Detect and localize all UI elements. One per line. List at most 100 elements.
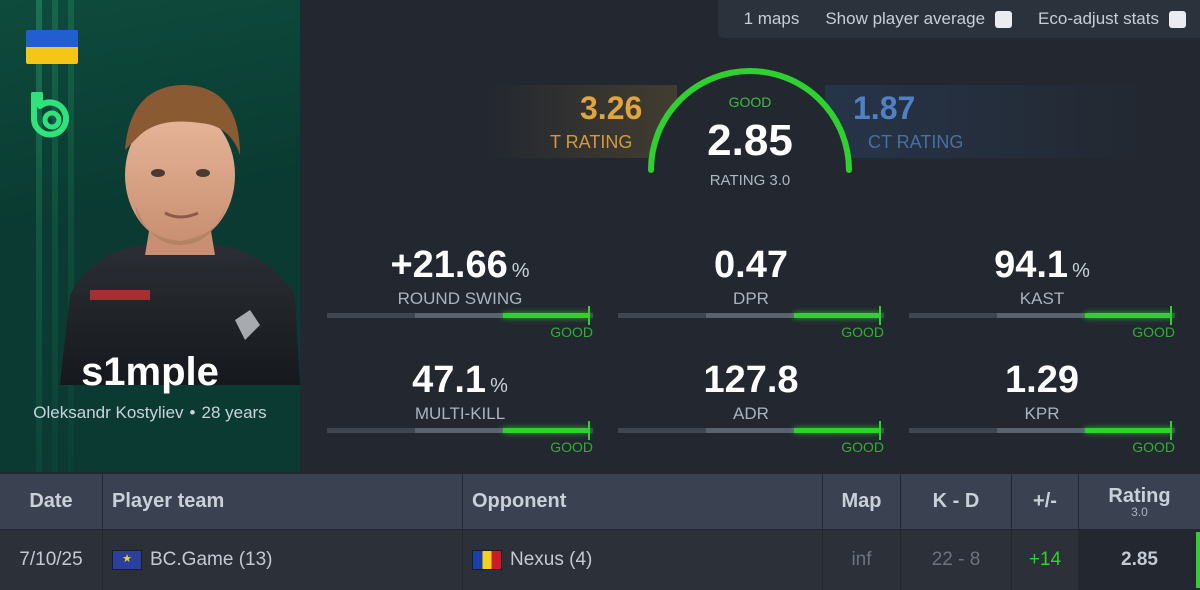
- europe-flag-icon: [112, 550, 142, 570]
- stat-value: 47.1%: [412, 359, 508, 401]
- ct-rating-label: CT RATING: [868, 132, 964, 152]
- header-player-team[interactable]: Player team: [103, 474, 463, 529]
- stat-label: KAST: [1019, 289, 1065, 308]
- t-rating-panel: [487, 85, 677, 158]
- table-header: Date Player team Opponent Map K - D +/- …: [0, 474, 1200, 529]
- rating-quality: GOOD: [728, 94, 772, 110]
- stat-bar-marker: [879, 421, 881, 440]
- stat-quality: GOOD: [1132, 439, 1175, 455]
- stat-bar: [618, 313, 884, 318]
- row-rating: 2.85: [1079, 530, 1200, 590]
- stat-unit: %: [1072, 260, 1090, 282]
- stat-bar-segment: [415, 428, 503, 433]
- stat-quality: GOOD: [841, 439, 884, 455]
- maps-count: 1 maps: [743, 9, 800, 28]
- row-date[interactable]: 7/10/25: [0, 530, 103, 590]
- row-opponent[interactable]: Nexus (4): [463, 530, 823, 590]
- rating-gauge: [648, 68, 852, 173]
- row-player-team[interactable]: BC.Game (13): [103, 530, 463, 590]
- stat-unit: %: [511, 260, 530, 282]
- stat-label: MULTI-KILL: [414, 404, 506, 423]
- rating-label: RATING 3.0: [709, 172, 791, 189]
- show-player-average-checkbox[interactable]: [995, 10, 1013, 28]
- stat-quality: GOOD: [550, 439, 593, 455]
- matches-table: Date Player team Opponent Map K - D +/- …: [0, 474, 1200, 590]
- stat-bar-segment: [415, 313, 503, 318]
- ukraine-flag-icon: [26, 30, 78, 64]
- player-nickname[interactable]: s1mple: [81, 350, 219, 394]
- stat-bar: [327, 313, 593, 318]
- stat-bar-fill: [503, 428, 590, 433]
- stat-bar-fill: [1085, 428, 1172, 433]
- row-map: inf: [823, 530, 901, 590]
- row-plus-minus: +14: [1012, 530, 1079, 590]
- header-map[interactable]: Map: [823, 474, 901, 529]
- stat-dpr: 0.47 DPR GOOD: [618, 244, 884, 344]
- stat-label: ADR: [733, 404, 769, 423]
- stat-value: 0.47: [714, 244, 788, 286]
- stat-bar-segment: [706, 428, 794, 433]
- stat-bar-marker: [588, 421, 590, 440]
- stat-bar: [618, 428, 884, 433]
- player-full-name: Oleksandr Kostyliev: [33, 403, 184, 422]
- stat-bar: [909, 428, 1175, 433]
- stat-bar-segment: [997, 428, 1085, 433]
- player-details: Oleksandr Kostyliev • 28 years: [0, 403, 300, 423]
- row-team-name: BC.Game (13): [150, 549, 273, 570]
- header-rating-version: 3.0: [1131, 504, 1148, 519]
- stat-bar-fill: [794, 313, 881, 318]
- stat-label: DPR: [733, 289, 769, 308]
- stat-value: +21.66%: [390, 244, 530, 286]
- stat-bar-segment: [997, 313, 1085, 318]
- stat-label: ROUND SWING: [397, 289, 523, 308]
- player-photo: [60, 85, 300, 385]
- stat-bar-fill: [503, 313, 590, 318]
- separator-dot: •: [189, 403, 196, 422]
- stat-value: 127.8: [703, 359, 799, 401]
- stat-value: 1.29: [1005, 359, 1079, 401]
- table-row[interactable]: 7/10/25 BC.Game (13) Nexus (4) inf 22 - …: [0, 530, 1200, 590]
- header-date[interactable]: Date: [0, 474, 103, 529]
- stat-bar-fill: [1085, 313, 1172, 318]
- header-kd[interactable]: K - D: [901, 474, 1012, 529]
- player-age: 28 years: [201, 403, 267, 422]
- row-rating-value: 2.85: [1121, 549, 1158, 570]
- header-rating[interactable]: Rating 3.0: [1079, 474, 1200, 529]
- rating-indicator-bar: [1196, 532, 1200, 588]
- show-player-average-toggle[interactable]: Show player average: [825, 9, 1013, 29]
- stat-quality: GOOD: [841, 324, 884, 340]
- stat-bar-marker: [1170, 306, 1172, 325]
- stat-bar-marker: [879, 306, 881, 325]
- stat-bar-marker: [588, 306, 590, 325]
- t-rating-value: 3.26: [580, 90, 643, 126]
- eco-adjust-toggle[interactable]: Eco-adjust stats: [1038, 9, 1186, 29]
- player-card: s1mple Oleksandr Kostyliev • 28 years: [0, 0, 300, 472]
- stat-value: 94.1%: [994, 244, 1090, 286]
- card-stripe: [52, 0, 58, 472]
- stat-bar-segment: [706, 313, 794, 318]
- header-plus-minus[interactable]: +/-: [1012, 474, 1079, 529]
- stat-quality: GOOD: [1132, 324, 1175, 340]
- row-opponent-name: Nexus (4): [510, 549, 593, 570]
- eco-adjust-checkbox[interactable]: [1169, 10, 1186, 28]
- stats-options-bar: 1 maps Show player average Eco-adjust st…: [718, 0, 1200, 38]
- stat-kpr: 1.29 KPR GOOD: [909, 359, 1175, 459]
- eco-adjust-label: Eco-adjust stats: [1038, 9, 1159, 28]
- stat-round-swing: +21.66% ROUND SWING GOOD: [327, 244, 593, 344]
- stat-quality: GOOD: [550, 324, 593, 340]
- romania-flag-icon: [472, 550, 502, 570]
- stat-unit: %: [490, 375, 508, 397]
- rating-value: 2.85: [707, 116, 793, 165]
- stat-bar-marker: [1170, 421, 1172, 440]
- card-stripe: [68, 0, 74, 472]
- row-kd: 22 - 8: [901, 530, 1012, 590]
- ct-rating-value: 1.87: [853, 90, 916, 126]
- header-opponent[interactable]: Opponent: [463, 474, 823, 529]
- ct-rating-panel: [825, 85, 1145, 158]
- stat-adr: 127.8 ADR GOOD: [618, 359, 884, 459]
- stat-kast: 94.1% KAST GOOD: [909, 244, 1175, 344]
- show-player-average-label: Show player average: [825, 9, 986, 28]
- stat-multi-kill: 47.1% MULTI-KILL GOOD: [327, 359, 593, 459]
- header-rating-label: Rating: [1108, 484, 1171, 507]
- bc-game-logo-icon[interactable]: [28, 92, 74, 138]
